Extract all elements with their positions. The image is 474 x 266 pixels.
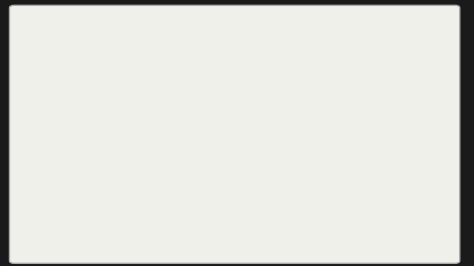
Text: $= 1 - \left(\dfrac{Q_L}{Q_H}\right)_{REV}$: $= 1 - \left(\dfrac{Q_L}{Q_H}\right)_{RE… — [130, 182, 213, 209]
Text: 22: 22 — [419, 249, 431, 259]
Text: Thus, the efficiency of a Carnot heat: Thus, the efficiency of a Carnot heat — [52, 148, 268, 161]
Text: Thermodynamic temperature: Thermodynamic temperature — [73, 11, 401, 31]
Text: $= 1 - \dfrac{T_L}{T_H}$: $= 1 - \dfrac{T_L}{T_H}$ — [310, 182, 360, 209]
Text: scale: scale — [208, 43, 266, 63]
Text: $\eta_{rev}$: $\eta_{rev}$ — [67, 189, 89, 202]
Text: The simplest choice is to let: The simplest choice is to let — [52, 80, 218, 93]
Text: $\dfrac{Q_L}{Q_H}$: $\dfrac{Q_L}{Q_H}$ — [365, 103, 383, 133]
Text: •: • — [28, 80, 36, 94]
Text: where $T_H$ and $T_L$ are expressed on the: where $T_H$ and $T_L$ are expressed on t… — [33, 230, 259, 247]
Text: thermodynamic temperature scale.: thermodynamic temperature scale. — [33, 248, 243, 261]
Text: engine is: engine is — [52, 166, 106, 179]
Text: •: • — [28, 148, 36, 162]
Text: $\psi(\theta_L,\theta_H) = \dfrac{T_L}{T_H}$: $\psi(\theta_L,\theta_H) = \dfrac{T_L}{T… — [183, 103, 262, 133]
